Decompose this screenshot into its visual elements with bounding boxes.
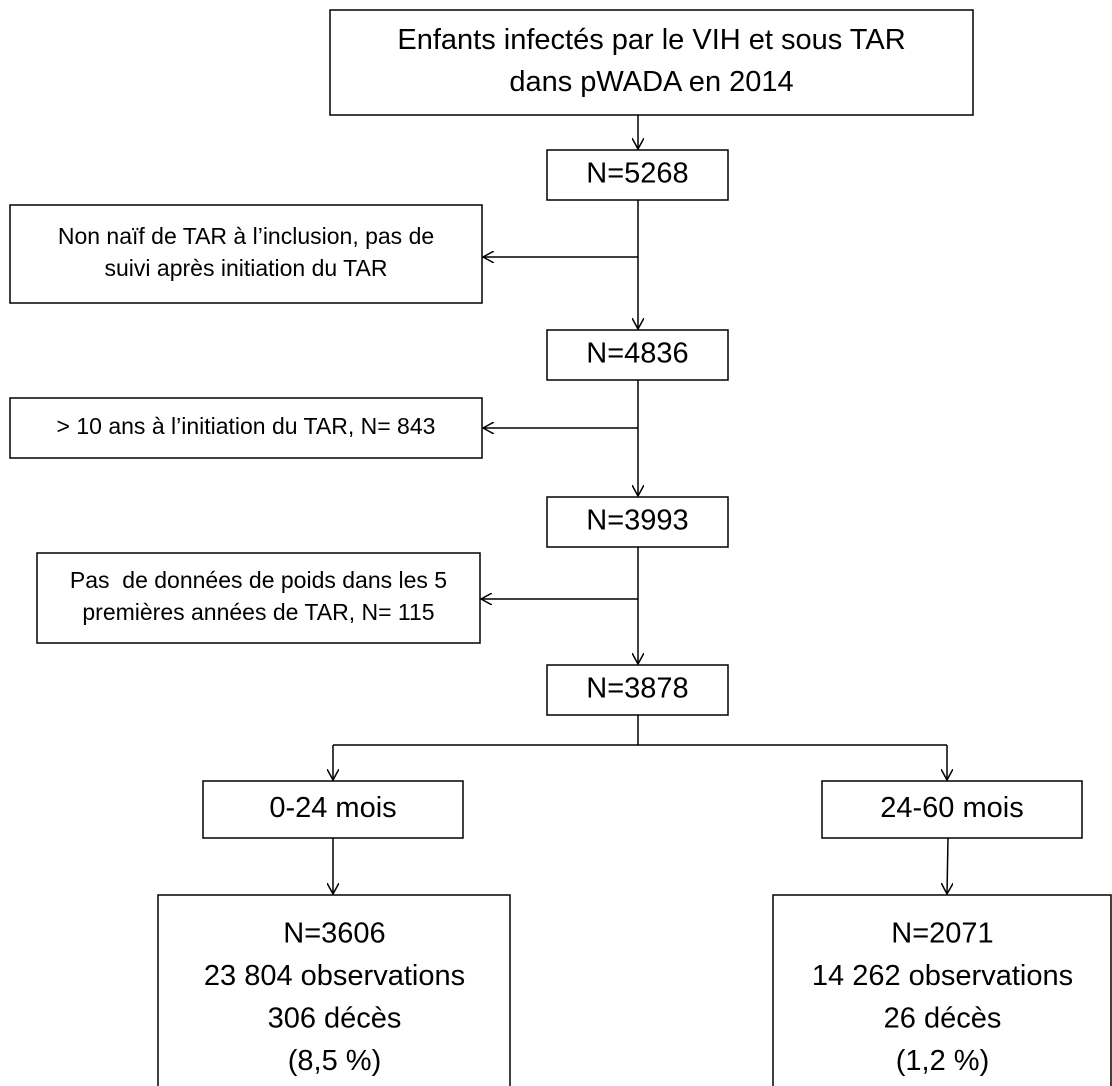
box-label: N=3878 xyxy=(586,673,688,705)
box-label: Non naïf de TAR à l’inclusion, pas de xyxy=(58,223,434,249)
box-label: N=5268 xyxy=(586,158,688,190)
box-label: > 10 ans à l’initiation du TAR, N= 843 xyxy=(57,413,436,439)
box-label: suivi après initiation du TAR xyxy=(105,255,388,281)
box-label: premières années de TAR, N= 115 xyxy=(82,599,434,625)
box xyxy=(157,894,511,1086)
box xyxy=(9,204,483,304)
box-label: N=4836 xyxy=(586,338,688,370)
box-label: 26 décès xyxy=(884,1003,1002,1035)
box xyxy=(546,496,729,548)
box-label: 24-60 mois xyxy=(880,792,1023,824)
box-label: N=3606 xyxy=(283,918,385,950)
box-label: (1,2 %) xyxy=(896,1045,989,1077)
box xyxy=(772,894,1112,1086)
box xyxy=(821,780,1083,839)
box-label: 306 décès xyxy=(268,1003,402,1035)
connectors xyxy=(333,115,948,894)
box xyxy=(546,329,729,381)
box xyxy=(546,664,729,716)
box xyxy=(202,780,464,839)
box xyxy=(329,9,974,116)
box-label: Pas de données de poids dans les 5 xyxy=(70,567,447,593)
box-label: (8,5 %) xyxy=(288,1045,381,1077)
box-label: dans pWADA en 2014 xyxy=(509,66,793,98)
box-label: N=2071 xyxy=(891,918,993,950)
box-label: 23 804 observations xyxy=(204,960,465,992)
arrow xyxy=(947,837,948,894)
box xyxy=(546,149,729,201)
box-label: N=3993 xyxy=(586,505,688,537)
box-label: 0-24 mois xyxy=(269,792,396,824)
box-label: Enfants infectés par le VIH et sous TAR xyxy=(397,24,905,56)
box-label: 14 262 observations xyxy=(812,960,1073,992)
box xyxy=(36,552,481,644)
box xyxy=(9,397,483,459)
